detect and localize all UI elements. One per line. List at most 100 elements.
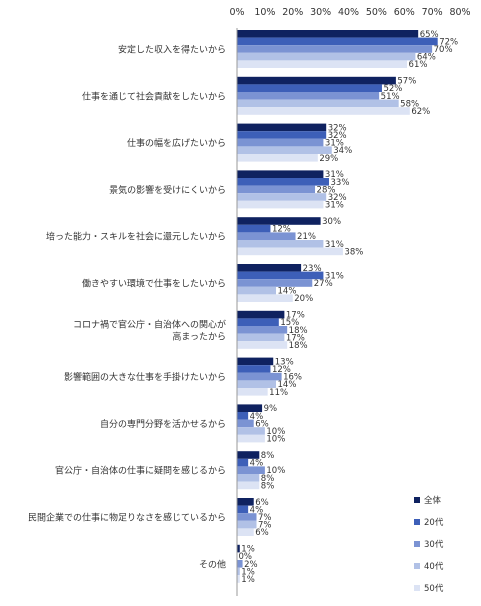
data-label: 33% <box>330 178 349 188</box>
x-tick-label: 70% <box>422 7 443 18</box>
bar-3-1 <box>237 99 399 108</box>
category-label: その他 <box>199 558 226 570</box>
data-label: 32% <box>328 131 347 141</box>
data-label: 61% <box>409 60 428 70</box>
bar-2-9 <box>237 466 265 474</box>
data-label: 21% <box>297 232 316 242</box>
data-label: 62% <box>411 107 430 117</box>
data-label: 6% <box>255 528 269 538</box>
data-label: 8% <box>261 481 275 491</box>
legend-label-0: 全体 <box>424 495 442 506</box>
bar-3-8 <box>237 427 265 435</box>
data-label: 15% <box>280 318 299 328</box>
data-label: 72% <box>439 37 458 47</box>
bar-0-9 <box>237 451 260 459</box>
data-label: 20% <box>294 294 313 304</box>
data-label: 65% <box>420 30 439 40</box>
bar-4-5 <box>237 294 293 302</box>
bar-2-4 <box>237 232 296 240</box>
data-label: 4% <box>250 459 264 469</box>
bar-3-9 <box>237 474 260 482</box>
bar-4-1 <box>237 107 410 115</box>
bar-3-5 <box>237 286 277 295</box>
bar-0-4 <box>237 217 321 225</box>
category-label: 高まったから <box>172 330 226 342</box>
data-label: 1% <box>241 567 255 577</box>
data-label: 10% <box>266 435 285 445</box>
data-label: 31% <box>325 240 344 250</box>
data-label: 1% <box>241 575 255 585</box>
bar-1-2 <box>237 131 327 139</box>
category-label: 影響範囲の大きな仕事を手掛けたいから <box>64 371 226 383</box>
category-label: 民間企業での仕事に物足りなさを感じているから <box>28 512 226 524</box>
data-label: 12% <box>272 225 291 235</box>
bar-4-9 <box>237 481 260 490</box>
category-label: コロナ禍で官公庁・自治体への関心が <box>73 318 226 330</box>
data-label: 29% <box>319 154 338 164</box>
data-label: 2% <box>244 560 258 570</box>
bar-2-3 <box>237 185 316 194</box>
bar-1-8 <box>237 412 249 420</box>
data-label: 10% <box>266 427 285 437</box>
category-label: 培った能力・スキルを社会に還元したいから <box>46 231 226 243</box>
bar-4-2 <box>237 154 318 162</box>
data-label: 18% <box>289 341 308 351</box>
data-label: 11% <box>269 388 288 398</box>
data-label: 23% <box>303 264 322 274</box>
x-tick-label: 10% <box>254 7 275 18</box>
bar-0-8 <box>237 404 263 412</box>
data-label: 31% <box>325 201 344 211</box>
data-label: 7% <box>258 521 272 531</box>
legend-swatch-4 <box>414 585 420 591</box>
data-label: 16% <box>283 373 302 383</box>
data-label: 17% <box>286 333 305 343</box>
data-label: 6% <box>255 498 269 508</box>
bar-0-10 <box>237 498 254 506</box>
bar-1-4 <box>237 224 271 233</box>
bar-1-3 <box>237 178 329 186</box>
bar-3-0 <box>237 52 416 61</box>
bar-1-5 <box>237 271 324 280</box>
data-label: 14% <box>278 287 297 297</box>
data-label: 10% <box>266 466 285 476</box>
bar-1-0 <box>237 37 438 46</box>
bar-3-10 <box>237 520 257 529</box>
bar-3-6 <box>237 333 285 342</box>
data-label: 9% <box>264 404 278 414</box>
bar-4-10 <box>237 528 254 536</box>
category-labels: 安定した収入を得たいから仕事を通じて社会貢献をしたいから仕事の幅を広げたいから景… <box>28 44 226 571</box>
x-tick-label: 80% <box>449 7 470 18</box>
bar-0-11 <box>237 544 240 553</box>
data-label: 51% <box>381 92 400 102</box>
x-axis-ticks: 0% 10% 20% 30% 40% 50% 60% 70% 80% <box>229 7 470 18</box>
bar-0-2 <box>237 123 327 132</box>
data-label: 31% <box>325 139 344 149</box>
data-label: 8% <box>261 451 275 461</box>
bar-4-8 <box>237 434 265 443</box>
x-tick-label: 0% <box>229 7 244 18</box>
data-label: 27% <box>314 279 333 289</box>
data-label: 13% <box>275 357 294 367</box>
category-label: 働きやすい環境で仕事をしたいから <box>82 278 226 290</box>
legend: 全体 20代 30代 40代 50代 <box>414 495 444 594</box>
data-label: 6% <box>255 419 269 429</box>
data-label: 64% <box>417 53 436 63</box>
data-label: 14% <box>278 380 297 390</box>
data-label: 31% <box>325 170 344 180</box>
data-label: 58% <box>400 99 419 109</box>
legend-label-1: 20代 <box>424 517 444 528</box>
bar-4-11 <box>237 575 240 583</box>
legend-label-4: 50代 <box>424 583 444 594</box>
x-tick-label: 50% <box>366 7 387 18</box>
bar-2-10 <box>237 513 257 521</box>
bar-4-0 <box>237 60 408 68</box>
bar-2-7 <box>237 372 282 381</box>
bar-3-2 <box>237 146 332 154</box>
category-label: 安定した収入を得たいから <box>118 44 226 56</box>
bar-4-4 <box>237 247 343 256</box>
data-label: 34% <box>333 146 352 156</box>
bar-2-8 <box>237 419 254 428</box>
bar-2-5 <box>237 279 313 287</box>
data-label: 8% <box>261 474 275 484</box>
